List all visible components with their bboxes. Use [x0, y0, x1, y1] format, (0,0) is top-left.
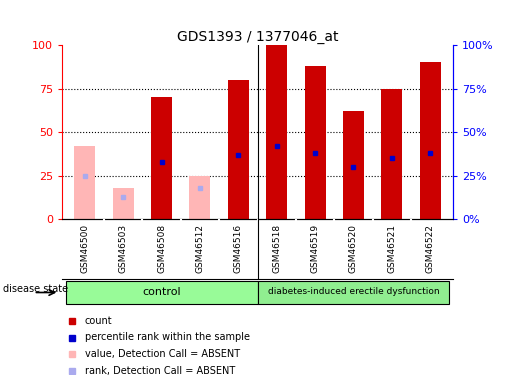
Bar — [266, 45, 287, 219]
Bar — [65, 280, 258, 304]
Text: GSM46516: GSM46516 — [234, 224, 243, 273]
Bar — [190, 176, 211, 219]
Text: percentile rank within the sample: percentile rank within the sample — [85, 333, 250, 342]
Text: GSM46519: GSM46519 — [311, 224, 320, 273]
Bar — [343, 111, 364, 219]
Text: disease state: disease state — [3, 284, 67, 294]
Title: GDS1393 / 1377046_at: GDS1393 / 1377046_at — [177, 30, 338, 44]
Bar — [113, 188, 134, 219]
Text: GSM46508: GSM46508 — [157, 224, 166, 273]
Text: control: control — [142, 287, 181, 297]
Text: GSM46503: GSM46503 — [118, 224, 128, 273]
Text: GSM46500: GSM46500 — [80, 224, 89, 273]
Text: GSM46512: GSM46512 — [195, 224, 204, 273]
Text: GSM46521: GSM46521 — [387, 224, 397, 273]
Text: GSM46522: GSM46522 — [426, 224, 435, 273]
Bar — [304, 66, 325, 219]
Text: value, Detection Call = ABSENT: value, Detection Call = ABSENT — [85, 350, 240, 359]
Bar — [228, 80, 249, 219]
Bar — [151, 98, 172, 219]
Bar — [74, 146, 95, 219]
Text: GSM46520: GSM46520 — [349, 224, 358, 273]
Text: GSM46518: GSM46518 — [272, 224, 281, 273]
Text: diabetes-induced erectile dysfunction: diabetes-induced erectile dysfunction — [268, 288, 439, 297]
Text: rank, Detection Call = ABSENT: rank, Detection Call = ABSENT — [85, 366, 235, 375]
Bar — [258, 280, 450, 304]
Text: count: count — [85, 316, 113, 326]
Bar — [420, 63, 441, 219]
Bar — [381, 88, 402, 219]
